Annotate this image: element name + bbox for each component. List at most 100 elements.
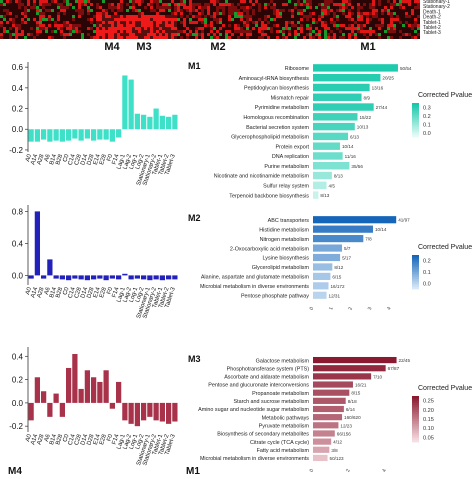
heatmap-cell — [21, 6, 24, 9]
heatmap-cell — [324, 15, 327, 18]
expression-bar — [141, 402, 147, 421]
heatmap-cell — [237, 24, 240, 27]
heatmap-cell — [393, 27, 396, 30]
heatmap-cell — [228, 15, 231, 18]
x-tick-label: C14 — [68, 433, 77, 446]
heatmap-cell — [96, 12, 99, 15]
heatmap-cell — [81, 27, 84, 30]
heatmap-cell — [33, 15, 36, 18]
heatmap-cell — [405, 30, 408, 33]
legend-gradient-step — [412, 400, 419, 404]
heatmap-cell — [183, 36, 186, 39]
heatmap-cell — [9, 12, 12, 15]
x-tick-label: E14 — [93, 153, 102, 166]
heatmap-cell — [69, 24, 72, 27]
heatmap-cell — [150, 3, 153, 6]
heatmap-cell — [78, 9, 81, 12]
heatmap-cell — [378, 6, 381, 9]
heatmap-cell — [309, 27, 312, 30]
heatmap-cell — [195, 21, 198, 24]
heatmap-cell — [348, 15, 351, 18]
legend-gradient-step — [412, 111, 419, 114]
heatmap-cell — [90, 12, 93, 15]
heatmap-cell — [102, 27, 105, 30]
heatmap-cell — [249, 15, 252, 18]
heatmap-cell — [393, 30, 396, 33]
heatmap-cell — [15, 21, 18, 24]
heatmap-cell — [210, 36, 213, 39]
expression-bar — [28, 402, 34, 421]
heatmap-cell — [237, 6, 240, 9]
heatmap-cell — [375, 27, 378, 30]
heatmap-cell — [33, 0, 36, 3]
heatmap-cell — [27, 36, 30, 39]
heatmap-cell — [276, 24, 279, 27]
gene-ratio-label: 67/87 — [388, 366, 400, 371]
heatmap-cell — [369, 15, 372, 18]
heatmap-cell — [330, 30, 333, 33]
heatmap-cell — [267, 12, 270, 15]
heatmap-cell — [120, 24, 123, 27]
expression-bar — [153, 402, 159, 421]
heatmap-cell — [54, 30, 57, 33]
legend-gradient-step — [412, 123, 419, 126]
heatmap-cell — [261, 27, 264, 30]
heatmap-cell — [132, 18, 135, 21]
heatmap-cell — [3, 12, 6, 15]
heatmap-cell — [345, 0, 348, 3]
heatmap-cell — [360, 30, 363, 33]
heatmap-cell — [240, 15, 243, 18]
heatmap-cell — [66, 3, 69, 6]
heatmap-cell — [186, 27, 189, 30]
heatmap-cell — [222, 18, 225, 21]
heatmap-cell — [399, 27, 402, 30]
heatmap-cell — [45, 6, 48, 9]
heatmap-cell — [147, 33, 150, 36]
gene-ratio-label: 7/10 — [373, 374, 382, 379]
pathway-label: Pyrimidine metabolism — [255, 105, 310, 111]
heatmap-cell — [282, 18, 285, 21]
heatmap-cell — [201, 36, 204, 39]
heatmap-cell — [402, 21, 405, 24]
module-label: M2 — [188, 213, 201, 223]
heatmap-cell — [111, 3, 114, 6]
enrichment-bar — [313, 446, 330, 453]
heatmap-cell — [87, 18, 90, 21]
heatmap-cell — [135, 12, 138, 15]
heatmap-cell — [252, 9, 255, 12]
heatmap-cell — [66, 18, 69, 21]
expression-bar — [84, 129, 90, 139]
heatmap-cell — [126, 12, 129, 15]
legend-tick-label: 0.0 — [423, 281, 431, 287]
heatmap-cell — [48, 12, 51, 15]
heatmap-cell — [360, 27, 363, 30]
enrichment-bar — [313, 253, 341, 262]
heatmap-cell — [219, 9, 222, 12]
heatmap-cell — [111, 15, 114, 18]
y-tick-label: 0.0 — [12, 271, 24, 280]
heatmap-cell — [267, 36, 270, 39]
heatmap-cell — [369, 21, 372, 24]
heatmap-cell — [246, 21, 249, 24]
heatmap-cell — [117, 36, 120, 39]
heatmap-cell — [270, 30, 273, 33]
enrichment-bar — [313, 356, 397, 364]
heatmap-cell — [222, 0, 225, 3]
heatmap-cell — [195, 15, 198, 18]
x-tick-label: D28 — [86, 433, 95, 446]
heatmap-cell — [288, 36, 291, 39]
heatmap-cell — [237, 15, 240, 18]
heatmap-cell — [171, 33, 174, 36]
heatmap-cell — [273, 6, 276, 9]
heatmap-cell — [210, 9, 213, 12]
heatmap-cell — [303, 30, 306, 33]
heatmap-cell — [66, 12, 69, 15]
heatmap-cell — [384, 33, 387, 36]
heatmap-cell — [330, 3, 333, 6]
heatmap-cell — [18, 0, 21, 3]
heatmap-cell — [363, 12, 366, 15]
heatmap-cell — [18, 3, 21, 6]
heatmap-cell — [261, 36, 264, 39]
heatmap-cell — [159, 24, 162, 27]
heatmap-cell — [153, 15, 156, 18]
